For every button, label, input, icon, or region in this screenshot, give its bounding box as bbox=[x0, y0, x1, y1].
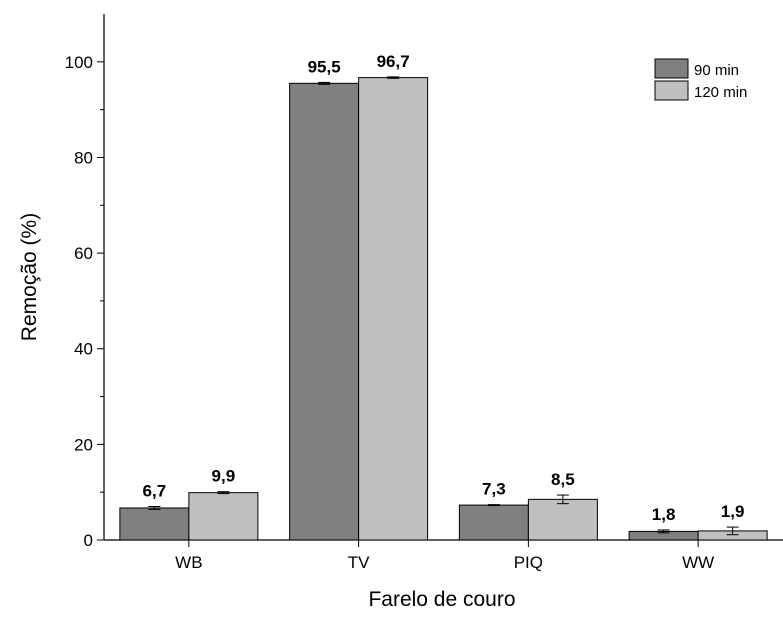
legend-label: 90 min bbox=[694, 62, 739, 79]
data-label: 1,9 bbox=[721, 502, 745, 521]
legend-label: 120 min bbox=[694, 84, 747, 101]
y-tick-label: 100 bbox=[65, 53, 93, 72]
y-tick-label: 40 bbox=[74, 340, 93, 359]
x-tick-label-wb: WB bbox=[175, 553, 202, 572]
x-axis-title: Farelo de couro bbox=[368, 588, 515, 611]
data-label: 9,9 bbox=[212, 467, 236, 486]
y-tick-label: 0 bbox=[84, 531, 93, 550]
bars bbox=[119, 76, 768, 541]
y-tick-label: 20 bbox=[74, 435, 93, 454]
data-label: 6,7 bbox=[143, 482, 167, 501]
x-axis: WB TV PIQ WW bbox=[104, 539, 783, 572]
x-tick-label-tv: TV bbox=[348, 553, 370, 572]
bar-wb-120-min bbox=[188, 492, 259, 541]
data-labels: 6,7 9,9 95,5 96,7 7,3 8,5 1,8 1,9 bbox=[143, 52, 745, 524]
y-tick-label: 80 bbox=[74, 148, 93, 167]
x-tick-label-ww: WW bbox=[682, 553, 714, 572]
y-tick-label: 60 bbox=[74, 244, 93, 263]
y-axis: 0 20 40 60 80 100 bbox=[65, 14, 105, 550]
legend: 90 min 120 min bbox=[654, 58, 747, 101]
bar-piq-120-min bbox=[527, 498, 598, 541]
legend-swatch bbox=[654, 80, 689, 101]
y-axis-title: Remoção (%) bbox=[18, 213, 41, 341]
data-label: 7,3 bbox=[482, 480, 506, 499]
data-label: 8,5 bbox=[551, 470, 575, 489]
bar-tv-120-min bbox=[358, 77, 429, 541]
data-label: 96,7 bbox=[377, 52, 410, 71]
legend-swatch bbox=[654, 58, 689, 79]
data-label: 95,5 bbox=[308, 57, 341, 76]
bar-piq-90-min bbox=[458, 504, 529, 541]
bar-wb-90-min bbox=[119, 507, 190, 541]
data-label: 1,8 bbox=[652, 505, 676, 524]
bar-tv-90-min bbox=[289, 82, 360, 541]
x-tick-label-piq: PIQ bbox=[514, 553, 543, 572]
